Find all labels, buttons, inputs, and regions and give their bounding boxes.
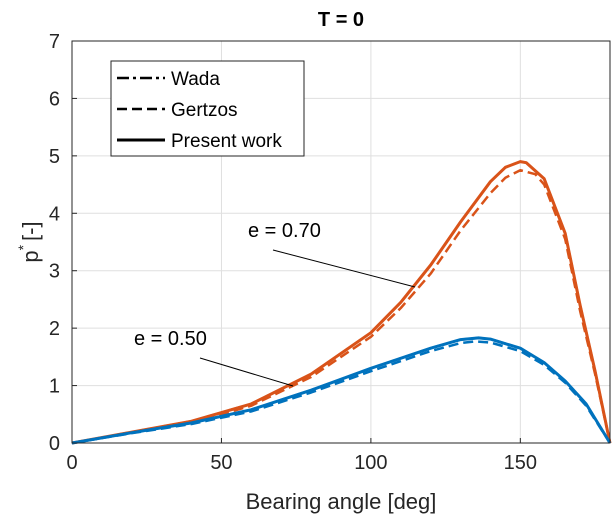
y-tick-label: 1: [49, 376, 60, 398]
legend: Wada Gertzos Present work: [110, 60, 305, 157]
series-line-e050-solid: [71, 336, 612, 445]
y-tick-label: 0: [49, 433, 60, 455]
y-tick-label: 7: [49, 31, 60, 53]
annotation-label: e = 0.50: [134, 328, 207, 350]
x-tick-label: 50: [210, 452, 232, 474]
y-tick-label: 4: [49, 203, 60, 225]
y-tick-label: 6: [49, 88, 60, 110]
y-axis-label-unit: [-]: [18, 221, 43, 241]
y-axis-label: p* [-]: [15, 221, 43, 262]
y-tick-label: 2: [49, 318, 60, 340]
y-axis-label-main: p: [18, 250, 43, 262]
series-group: [71, 160, 612, 445]
y-tick-label: 3: [49, 261, 60, 283]
chart-title: T = 0: [318, 9, 364, 31]
axes-frame: [71, 40, 611, 444]
y-axis-label-sup: *: [15, 244, 31, 250]
ticks-group: 0 50 100 150 0 1 2 3 4 5 6 7: [49, 31, 537, 474]
annotation-label: e = 0.70: [248, 220, 321, 242]
annotations-group: e = 0.70 e = 0.50: [134, 220, 416, 387]
legend-item-label: Present work: [171, 131, 282, 152]
annotation-arrow: [199, 357, 294, 387]
legend-item-label: Wada: [171, 69, 220, 90]
x-tick-label: 100: [354, 452, 387, 474]
legend-item-label: Gertzos: [171, 100, 238, 121]
x-axis-label: Bearing angle [deg]: [246, 489, 437, 514]
series-line-e070-solid: [71, 160, 612, 445]
y-tick-label: 5: [49, 146, 60, 168]
x-tick-label: 0: [66, 452, 77, 474]
x-tick-label: 150: [504, 452, 537, 474]
annotation-arrow: [272, 249, 416, 288]
